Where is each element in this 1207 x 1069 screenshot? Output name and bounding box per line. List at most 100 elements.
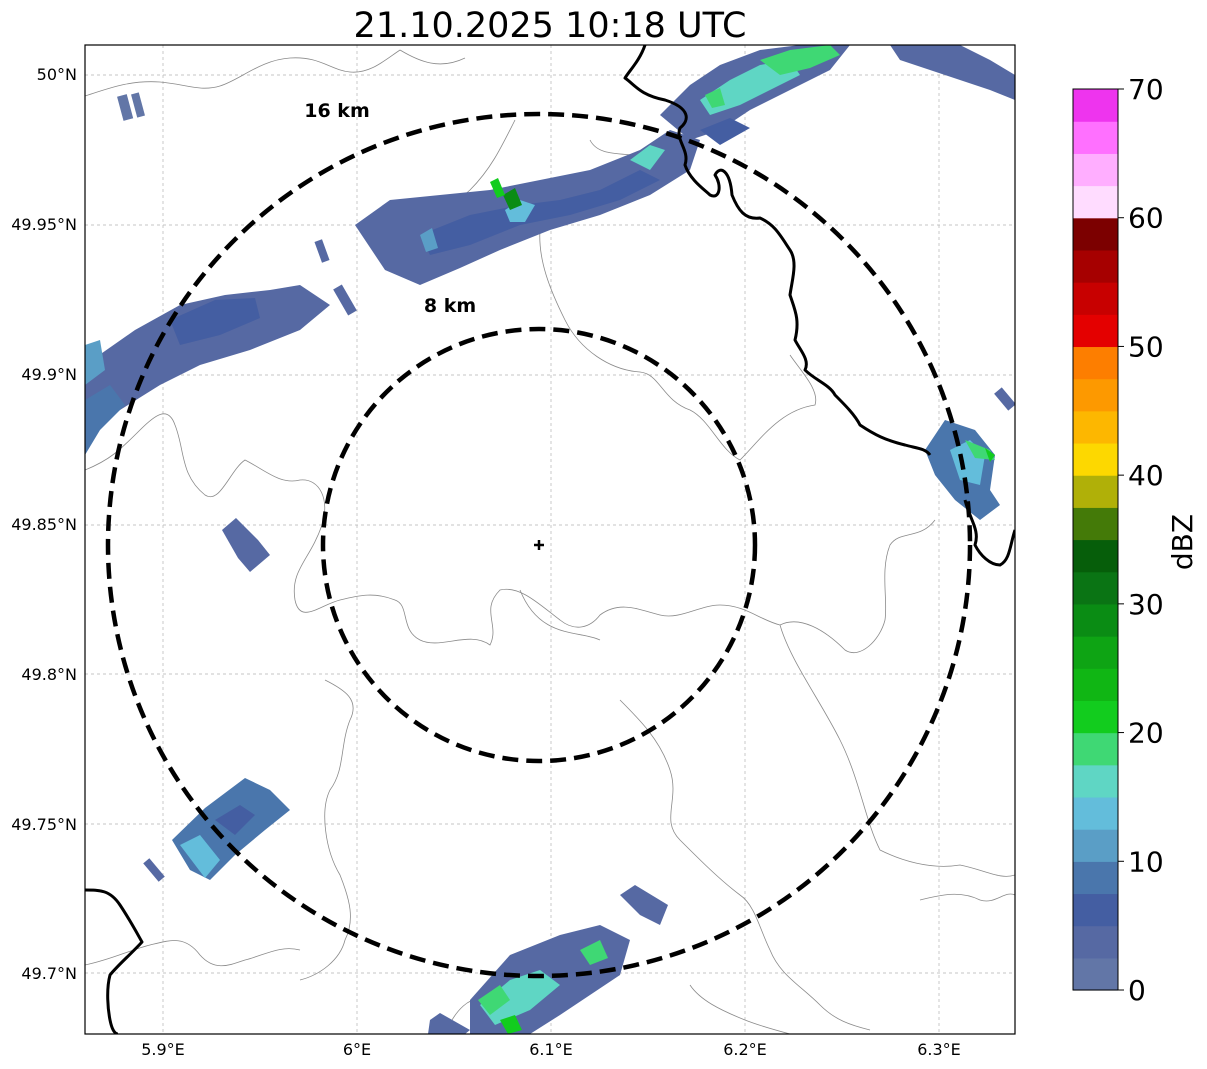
colorbar-frame (1072, 88, 1119, 991)
colorbar-band (1073, 282, 1118, 315)
echo-south-west (428, 1013, 470, 1034)
echo-band-core (85, 285, 330, 430)
colorbar-tick-label: 50 (1128, 330, 1164, 363)
national-borders (85, 45, 1015, 1034)
lon-tick-label: 6.3°E (917, 1040, 961, 1059)
echo-band-patch (85, 340, 105, 385)
map-panel: 16 km 8 km (84, 44, 1016, 1035)
echo-cell-west (222, 518, 270, 572)
longitude-axis: 5.9°E 6°E 6.1°E 6.2°E 6.3°E (141, 1040, 961, 1059)
colorbar-band (1073, 442, 1118, 476)
echo-cell-cyan (420, 228, 438, 252)
colorbar-band (1073, 668, 1118, 701)
lat-tick-label: 49.7°N (21, 964, 77, 983)
radar-center-marker (534, 540, 544, 550)
echo-cell (117, 94, 134, 121)
echo-cell (143, 858, 165, 882)
range-ring-16km (105, 111, 973, 979)
echo-south-green (478, 985, 510, 1015)
colorbar-band (1073, 217, 1118, 251)
echo-band-northwest (85, 92, 330, 455)
colorbar-bands (1073, 89, 1118, 991)
echo-band-northeast-green (760, 45, 840, 75)
echo-south-cyan (480, 970, 560, 1025)
colorbar-band (1073, 475, 1118, 508)
lat-tick-label: 49.95°N (11, 215, 77, 234)
colorbar-band (1073, 185, 1118, 219)
echo-cell-southwest (143, 778, 290, 882)
colorbar-band (1073, 925, 1118, 959)
range-rings (105, 111, 973, 979)
colorbar-tick-label: 60 (1128, 202, 1164, 235)
echo-band-west (85, 385, 125, 455)
echo-cell-cyan (630, 145, 665, 170)
latitude-axis: 50°N 49.95°N 49.9°N 49.85°N 49.8°N 49.75… (11, 65, 77, 983)
echo-south-green3 (500, 1015, 522, 1034)
colorbar-band (1073, 249, 1118, 283)
colorbar-tick-label: 30 (1128, 588, 1164, 621)
admin-boundaries (85, 49, 1015, 1034)
colorbar-band (1073, 796, 1118, 830)
lon-tick-label: 6.1°E (529, 1040, 573, 1059)
echo-band-far-northeast (890, 45, 1015, 100)
echo-band-south (428, 885, 668, 1034)
colorbar-band (1073, 539, 1118, 573)
echo-cell (131, 92, 145, 118)
echo-band-northeast-blue (700, 118, 750, 145)
colorbar-band (1073, 378, 1118, 412)
colorbar-label: dBZ (1166, 514, 1199, 570)
colorbar-band (1073, 764, 1118, 798)
colorbar-band (1073, 121, 1118, 154)
echo-band-north-inner (420, 170, 660, 255)
echo-east-green2 (985, 448, 995, 462)
echo-band-northeast-green2 (705, 88, 725, 108)
colorbar-band (1073, 732, 1118, 766)
lat-tick-label: 49.85°N (11, 515, 77, 534)
lat-tick-label: 49.9°N (21, 365, 77, 384)
colorbar-tick-label: 40 (1128, 459, 1164, 492)
colorbar-band (1073, 829, 1118, 862)
echo-south-east (620, 885, 668, 925)
echo-southwest-inner (215, 805, 255, 835)
colorbar-band (1073, 314, 1118, 348)
colorbar-tick-label: 70 (1128, 73, 1164, 106)
colorbar-band (1073, 636, 1118, 669)
colorbar-tick-label: 10 (1128, 845, 1164, 878)
echo-cell (314, 239, 330, 263)
colorbar-band (1073, 571, 1118, 605)
echo-cell-green (490, 178, 505, 198)
echo-cell-green (503, 188, 522, 210)
map-frame (84, 44, 1016, 1035)
range-ring-label-16km: 16 km (304, 100, 370, 122)
lat-tick-label: 49.8°N (21, 665, 77, 684)
lat-tick-label: 49.75°N (11, 815, 77, 834)
colorbar-band (1073, 346, 1118, 380)
colorbar-tick-label: 20 (1128, 717, 1164, 750)
colorbar-band (1073, 700, 1118, 734)
echo-cell (333, 284, 357, 316)
lat-tick-label: 50°N (37, 65, 77, 84)
figure-title: 21.10.2025 10:18 UTC (354, 6, 747, 46)
colorbar-band (1073, 507, 1118, 541)
lon-tick-label: 6.2°E (723, 1040, 767, 1059)
echo-south-green2 (580, 940, 608, 965)
colorbar-band (1073, 861, 1118, 895)
colorbar-band (1073, 153, 1118, 187)
colorbar-band (1073, 89, 1118, 122)
colorbar: 0 10 20 30 40 50 60 70 dBZ (1072, 73, 1199, 1007)
echo-cell (994, 387, 1015, 411)
echo-band-northeast-cyan (700, 60, 800, 115)
colorbar-band (1073, 957, 1118, 991)
colorbar-tick-label: 0 (1128, 974, 1146, 1007)
echo-southwest-cyan (180, 835, 220, 878)
echo-band-northeast (660, 45, 1015, 145)
lon-tick-label: 5.9°E (141, 1040, 185, 1059)
colorbar-band (1073, 410, 1118, 444)
colorbar-ticks: 0 10 20 30 40 50 60 70 (1118, 73, 1164, 1007)
range-ring-8km (320, 326, 758, 764)
radar-echoes (85, 45, 1015, 1034)
range-ring-label-8km: 8 km (424, 295, 476, 317)
echo-band-inner (170, 298, 260, 345)
colorbar-band (1073, 893, 1118, 927)
